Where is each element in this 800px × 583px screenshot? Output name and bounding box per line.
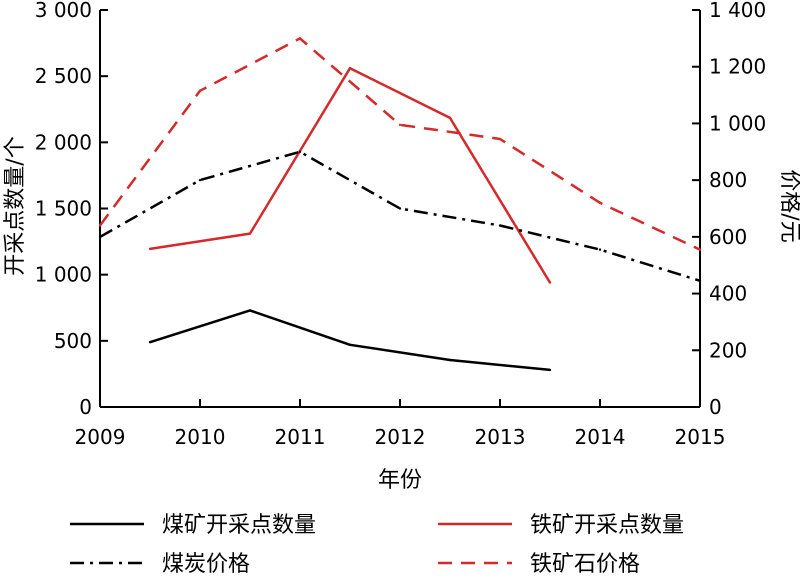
series-3-point (598, 248, 602, 251)
series-4-point (398, 123, 402, 127)
left-y-tick-label: 0 (79, 395, 92, 419)
series-3-point (98, 235, 102, 239)
series-4-point (198, 89, 202, 93)
left-y-tick-label: 2 000 (35, 130, 92, 154)
legend-label-3: 煤炭价格 (162, 552, 250, 577)
series-3-point (498, 224, 502, 227)
series-2-point (348, 67, 352, 70)
right-y-tick-label: 1 400 (709, 0, 766, 22)
x-tick-label: 2012 (375, 425, 426, 449)
left-y-tick-label: 1 000 (35, 263, 92, 287)
series-3-point (298, 150, 302, 153)
series-1-point (248, 309, 252, 312)
series-1-point (148, 340, 152, 344)
series-group (98, 37, 702, 372)
left-y-tick-label: 500 (54, 329, 92, 353)
series-line-4 (98, 37, 701, 251)
x-tick-label: 2010 (175, 425, 226, 449)
right-y-tick-label: 1 200 (709, 55, 766, 79)
axis-labels-group: 年份 开采点数量/个 价格/元 (3, 136, 800, 493)
series-2-point (548, 281, 552, 284)
series-3-point (698, 279, 702, 283)
right-y-tick-label: 0 (709, 395, 722, 419)
x-tick-label: 2014 (575, 425, 626, 449)
right-y-tick-label: 400 (709, 282, 747, 306)
series-1-point (548, 368, 552, 372)
series-4-point (498, 137, 502, 141)
axes-group: 0 500 1 000 1 500 2 000 2 500 3 000 0 200 400 600 8… (35, 0, 767, 449)
series-1-point (448, 358, 452, 362)
x-tick-label: 2011 (275, 425, 326, 449)
right-y-axis-label: 价格/元 (777, 169, 800, 242)
x-tick-label: 2013 (475, 425, 526, 449)
left-y-axis-label: 开采点数量/个 (3, 136, 28, 275)
series-4-point (298, 37, 302, 40)
series-line-2 (149, 66, 552, 284)
x-tick-label: 2009 (75, 425, 126, 449)
right-y-tick-label: 1 000 (709, 111, 766, 135)
x-tick-label: 2015 (675, 425, 726, 449)
right-y-tick-label: 800 (709, 168, 747, 192)
left-y-tick-label: 3 000 (35, 0, 92, 22)
series-line-3 (99, 150, 701, 282)
series-4-point (698, 248, 702, 251)
series-2-point (148, 247, 152, 251)
series-4-point (98, 224, 102, 227)
series-3-point (198, 178, 202, 182)
series-1-point (348, 343, 352, 347)
x-axis-label: 年份 (378, 468, 422, 493)
right-y-tick-label: 600 (709, 225, 747, 249)
legend-label-4: 铁矿石价格 (530, 552, 640, 577)
left-y-tick-label: 2 500 (35, 64, 92, 88)
legend-label-1: 煤矿开采点数量 (162, 513, 316, 538)
series-3-point (398, 207, 402, 210)
series-2-point (248, 232, 252, 235)
left-y-tick-label: 1 500 (35, 197, 92, 221)
series-line-1 (149, 309, 551, 372)
legend-label-2: 铁矿开采点数量 (530, 513, 684, 538)
series-2-point (448, 116, 452, 120)
right-y-tick-label: 200 (709, 338, 747, 362)
series-4-point (598, 201, 602, 205)
